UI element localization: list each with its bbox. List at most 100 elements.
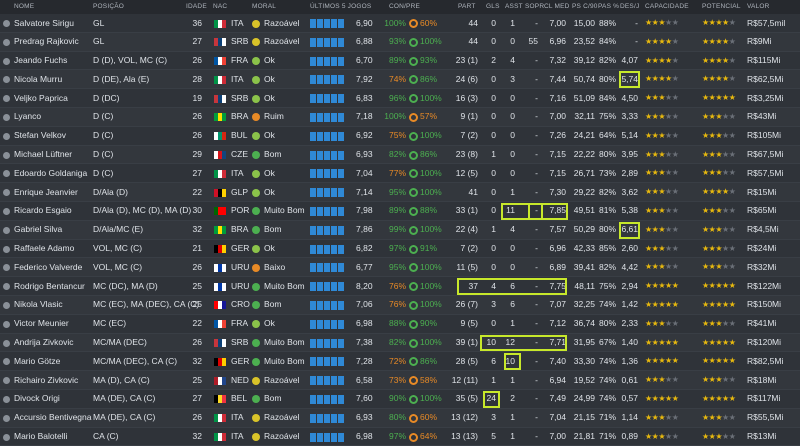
average-rating: 7,07	[549, 299, 566, 310]
player-info-icon[interactable]	[3, 38, 10, 46]
player-info-icon[interactable]	[3, 245, 10, 253]
col-des[interactable]: DES/J	[620, 3, 640, 10]
player-name[interactable]: Richairo Zivkovic	[14, 374, 79, 385]
col-con-pre[interactable]: CON/PRE	[389, 3, 421, 10]
player-name[interactable]: Nicola Murru	[14, 73, 63, 84]
player-name[interactable]: Predrag Rajkovic	[14, 36, 79, 47]
col-nationality[interactable]: NAC	[213, 3, 228, 10]
table-row[interactable]: Rodrigo Bentancur MC (DC), MA (D) 25 URU Mui…	[0, 277, 800, 296]
player-name[interactable]: Raffaele Adamo	[14, 243, 75, 254]
player-name[interactable]: Andrija Zivkovic	[14, 337, 74, 348]
player-name[interactable]: Victor Meunier	[14, 318, 69, 329]
shots-blocked: -	[535, 92, 538, 103]
player-name[interactable]: Salvatore Sirigu	[14, 17, 75, 28]
form-rating: 6,93	[356, 412, 373, 423]
player-name[interactable]: Gabriel Silva	[14, 224, 63, 235]
player-info-icon[interactable]	[3, 301, 10, 309]
table-row[interactable]: Victor Meunier MC (EC) 22 FRA Ok 6,98 88% 90% 9 …	[0, 315, 800, 334]
table-row[interactable]: Mario Balotelli CA (C) 32 ITA Razoável 6,98 97…	[0, 428, 800, 446]
col-ps-c90[interactable]: PS C/90	[572, 3, 598, 10]
table-row[interactable]: Gabriel Silva D/Ala/MC (E) 32 BRA Bom 7,86 99%…	[0, 220, 800, 240]
player-info-icon[interactable]	[3, 189, 10, 197]
table-row[interactable]: Richairo Zivkovic MA (D), CA (C) 25 NED Razo…	[0, 371, 800, 390]
table-row[interactable]: Andrija Zivkovic MC/MA (DEC) 26 SRB Muito Bo…	[0, 333, 800, 353]
table-row[interactable]: Divock Origi MA (DE), CA (C) 27 BEL Bom 7,60 9…	[0, 390, 800, 409]
player-name[interactable]: Enrique Jeanvier	[14, 186, 78, 197]
player-info-icon[interactable]	[3, 207, 10, 215]
appearances: 37	[468, 280, 478, 291]
col-name[interactable]: NOME	[14, 3, 35, 10]
table-row[interactable]: Federico Valverde VOL, MC (C) 26 URU Baixo 6,…	[0, 258, 800, 278]
col-position[interactable]: POSIÇÃO	[93, 3, 125, 10]
assists: 0	[510, 167, 515, 178]
player-info-icon[interactable]	[3, 132, 10, 140]
col-sopr[interactable]: SOPR	[525, 3, 545, 10]
col-part[interactable]: PART	[458, 3, 476, 10]
table-row[interactable]: Edoardo Goldaniga D (C) 27 ITA Ok 7,04 77% 100%…	[0, 164, 800, 184]
appearances: 33 (1)	[455, 205, 478, 216]
table-row[interactable]: Enrique Jeanvier D/Ala (D) 22 GLP Ok 7,14 95% 1…	[0, 183, 800, 202]
player-info-icon[interactable]	[3, 226, 10, 234]
player-info-icon[interactable]	[3, 57, 10, 65]
player-info-icon[interactable]	[3, 320, 10, 328]
player-value: R$57,5mil	[747, 17, 786, 28]
pass-percentage: 81%	[598, 205, 616, 216]
col-age[interactable]: IDADE	[186, 3, 207, 10]
table-row[interactable]: Stefan Velkov D (C) 26 BUL Ok 6,92 75% 100% 7 (2…	[0, 127, 800, 146]
col-gls[interactable]: GLS	[486, 3, 500, 10]
table-row[interactable]: Jeando Fuchs D (D), VOL, MC (C) 26 FRA Ok 6,7…	[0, 52, 800, 71]
player-name[interactable]: Mario Götze	[14, 355, 61, 366]
ability-stars: ★★★★★	[645, 281, 679, 291]
player-info-icon[interactable]	[3, 395, 10, 403]
table-row[interactable]: Lyanco D (C) 26 BRA Ruim 7,18 100% 57% 9 (1) 0 0-7…	[0, 107, 800, 127]
player-name[interactable]: Veljko Paprica	[14, 92, 68, 103]
table-row[interactable]: Ricardo Esgaio D/Ala (D), MC (D), MA (D) 3…	[0, 202, 800, 221]
player-info-icon[interactable]	[3, 339, 10, 347]
player-info-icon[interactable]	[3, 20, 10, 27]
table-row[interactable]: Nicola Murru D (DE), Ala (E) 28 ITA Ok 7,92 74…	[0, 70, 800, 90]
player-info-icon[interactable]	[3, 151, 10, 159]
table-row[interactable]: Predrag Rajkovic GL 27 SRB Razoável 6,88 93% 10…	[0, 32, 800, 52]
player-name[interactable]: Edoardo Goldaniga	[14, 167, 88, 178]
player-info-icon[interactable]	[3, 377, 10, 385]
player-info-icon[interactable]	[3, 283, 10, 291]
player-info-icon[interactable]	[3, 95, 10, 103]
table-row[interactable]: Salvatore Sirigu GL 36 ITA Razoável 6,90 100% 6…	[0, 14, 800, 33]
player-name[interactable]: Lyanco	[14, 111, 42, 122]
table-row[interactable]: Nikola Vlasic MC (EC), MA (DEC), CA (C) 25…	[0, 295, 800, 315]
player-info-icon[interactable]	[3, 433, 10, 441]
player-name[interactable]: Mario Balotelli	[14, 431, 68, 442]
player-info-icon[interactable]	[3, 264, 10, 272]
player-name[interactable]: Ricardo Esgaio	[14, 205, 72, 216]
col-cl-med[interactable]: CL MED	[544, 3, 570, 10]
player-name[interactable]: Michael Lüftner	[14, 149, 73, 160]
player-info-icon[interactable]	[3, 358, 10, 366]
sharpness-value: 86%	[420, 355, 438, 366]
sharpness-ring-icon	[409, 282, 418, 292]
player-info-icon[interactable]	[3, 414, 10, 422]
col-potential[interactable]: POTENCIAL	[702, 3, 741, 10]
col-pas-pct[interactable]: PAS %	[598, 3, 620, 10]
table-row[interactable]: Accursio Bentivegna MA (DE), CA (C) 26 ITA R…	[0, 408, 800, 428]
table-row[interactable]: Michael Lüftner D (C) 29 CZE Bom 6,93 82% 86% 23…	[0, 145, 800, 165]
player-name[interactable]: Accursio Bentivegna	[14, 412, 92, 423]
player-name[interactable]: Federico Valverde	[14, 261, 83, 272]
player-age: 26	[192, 337, 202, 348]
player-info-icon[interactable]	[3, 170, 10, 178]
col-asst[interactable]: ASST	[505, 3, 523, 10]
col-capacity[interactable]: CAPACIDADE	[645, 3, 689, 10]
table-row[interactable]: Raffaele Adamo VOL, MC (C) 21 GER Ok 6,82 97% 9…	[0, 240, 800, 259]
player-name[interactable]: Stefan Velkov	[14, 130, 66, 141]
table-row[interactable]: Mario Götze MC/MA (DEC), CA (C) 32 GER Muito…	[0, 352, 800, 372]
col-last5[interactable]: ÚLTIMOS 5 JOGOS	[310, 3, 372, 10]
player-info-icon[interactable]	[3, 113, 10, 121]
player-name[interactable]: Jeando Fuchs	[14, 55, 68, 66]
table-row[interactable]: Veljko Paprica D (DC) 19 SRB Ok 6,83 96% 100% 16…	[0, 89, 800, 108]
player-name[interactable]: Rodrigo Bentancur	[14, 280, 85, 291]
player-name[interactable]: Nikola Vlasic	[14, 299, 63, 310]
goals: 0	[491, 130, 496, 141]
col-value[interactable]: VALOR	[747, 3, 770, 10]
player-info-icon[interactable]	[3, 76, 10, 84]
col-morale[interactable]: MORAL	[252, 3, 277, 10]
player-name[interactable]: Divock Origi	[14, 393, 60, 404]
